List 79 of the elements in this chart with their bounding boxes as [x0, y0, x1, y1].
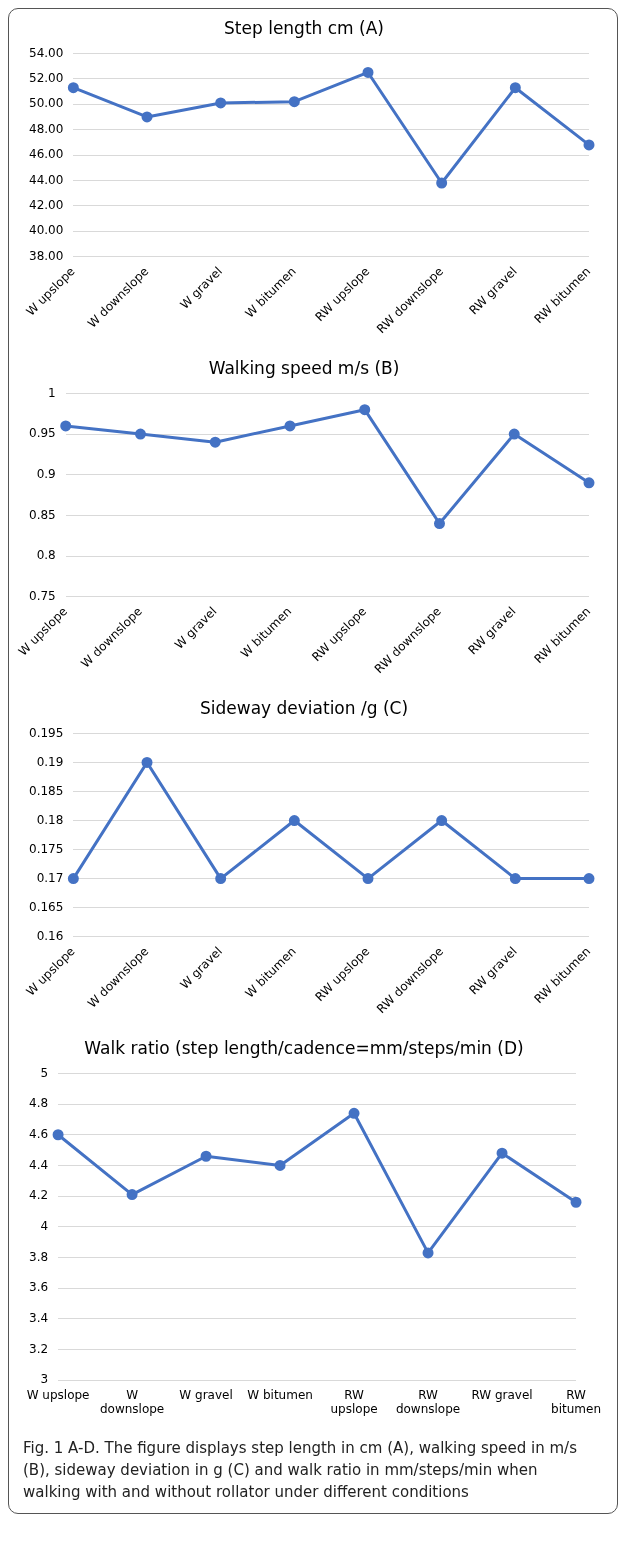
y-tick-label: 1: [48, 385, 56, 400]
y-tick-label: 38.00: [28, 248, 64, 263]
y-tick-label: 42.00: [28, 198, 64, 213]
y-tick-label: 52.00: [28, 70, 64, 85]
point: [570, 1196, 582, 1208]
point: [433, 518, 445, 530]
x-tick-label: W bitumen: [247, 1387, 313, 1402]
y-tick-label: 0.195: [28, 725, 64, 740]
point: [60, 420, 72, 432]
point: [359, 404, 371, 416]
y-tick-label: 0.18: [36, 812, 64, 827]
y-tick-label: 48.00: [28, 121, 64, 136]
point: [209, 436, 221, 448]
chart-title: Walking speed m/s (B): [208, 357, 400, 378]
x-tick-label: RW gravel: [471, 1387, 533, 1402]
point: [141, 756, 153, 768]
y-tick-label: 40.00: [28, 223, 64, 238]
point: [67, 873, 79, 885]
chart-title: Step length cm (A): [224, 17, 384, 38]
y-tick-label: 4.2: [28, 1188, 49, 1203]
x-tick-label: W gravel: [179, 1387, 233, 1402]
point: [348, 1107, 360, 1119]
y-tick-label: 5: [40, 1065, 49, 1080]
point: [274, 1159, 286, 1171]
point: [215, 873, 227, 885]
y-tick-label: 54.00: [28, 45, 64, 60]
point: [215, 97, 227, 109]
y-tick-label: 0.95: [29, 426, 56, 441]
point: [436, 815, 448, 827]
x-tick-label: RW bitumen: [551, 1387, 602, 1416]
y-tick-label: 3.2: [28, 1341, 49, 1356]
point: [52, 1129, 64, 1141]
y-tick-label: 4.8: [28, 1096, 49, 1111]
x-tick-label: RW downslope: [395, 1387, 461, 1416]
y-tick-label: 0.175: [28, 841, 64, 856]
point: [583, 139, 595, 151]
y-tick-label: 44.00: [28, 172, 64, 187]
point: [288, 96, 300, 108]
x-tick-label: W downslope: [99, 1387, 165, 1416]
point: [134, 428, 146, 440]
point: [288, 815, 300, 827]
y-tick-label: 0.19: [36, 754, 64, 769]
chart-title: Walk ratio (step length/cadence=mm/steps/min (D): [84, 1037, 524, 1058]
point: [509, 873, 521, 885]
y-tick-label: 50.00: [28, 96, 64, 111]
point: [583, 873, 595, 885]
x-tick-label: W upslope: [26, 1387, 90, 1402]
y-tick-label: 0.17: [36, 870, 64, 885]
y-tick-label: 3.6: [28, 1280, 49, 1295]
y-tick-label: 46.00: [28, 147, 64, 162]
y-tick-label: 4: [40, 1218, 49, 1233]
point: [362, 873, 374, 885]
point: [67, 82, 79, 94]
y-tick-label: 4.4: [28, 1157, 49, 1172]
y-tick-label: 3.4: [28, 1310, 49, 1325]
point: [284, 420, 296, 432]
y-tick-label: 0.16: [36, 928, 64, 943]
y-tick-label: 4.6: [28, 1126, 49, 1141]
y-tick-label: 0.8: [36, 548, 56, 563]
y-tick-label: 3: [40, 1372, 49, 1387]
point: [362, 66, 374, 78]
point: [508, 428, 520, 440]
y-tick-label: 0.185: [28, 783, 64, 798]
point: [141, 111, 153, 123]
point: [509, 82, 521, 94]
point: [496, 1147, 508, 1159]
chart-title: Sideway deviation /g (C): [199, 697, 409, 718]
point: [583, 477, 595, 489]
point: [422, 1247, 434, 1259]
y-tick-label: 3.8: [28, 1249, 49, 1264]
y-tick-label: 0.85: [29, 507, 56, 522]
point: [126, 1189, 138, 1201]
y-tick-label: 0.75: [29, 588, 56, 603]
x-tick-label: RW upslope: [330, 1387, 378, 1416]
y-tick-label: 0.165: [28, 899, 64, 914]
point: [436, 177, 448, 189]
caption: Fig. 1 A-D. The figure displays step length in cm (A), walking speed in m/s (B), sideway deviation in g (C) and walk ratio in mm/steps/min when walking with and without rollator under different conditions: [22, 1438, 578, 1503]
y-tick-label: 0.9: [36, 466, 56, 481]
point: [200, 1150, 212, 1162]
